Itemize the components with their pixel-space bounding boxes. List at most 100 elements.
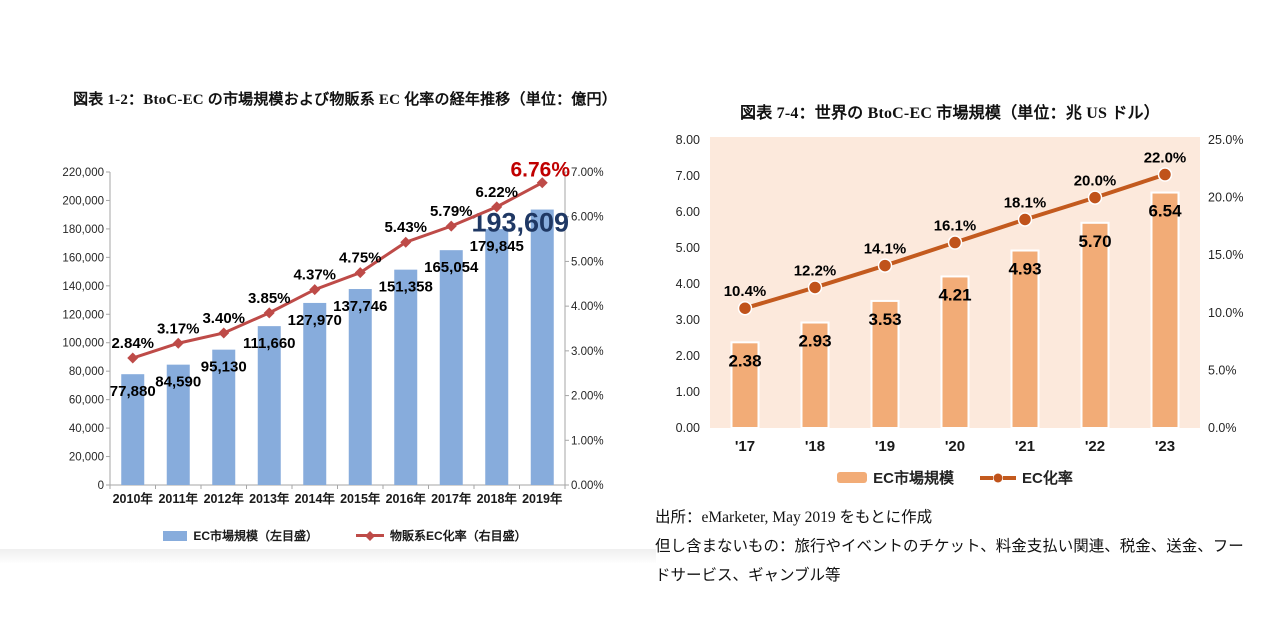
bar <box>530 209 554 486</box>
line-percent-label: 4.75% <box>339 250 382 267</box>
right-axis-tick-label: 25.0% <box>1208 133 1243 147</box>
category-label: 2010年 <box>113 491 154 506</box>
bar <box>1010 249 1040 429</box>
bar-swatch <box>163 530 188 541</box>
line-marker <box>807 280 823 295</box>
left-axis-tick-label: 20,000 <box>69 452 104 464</box>
line-percent-label: 12.2% <box>794 262 837 279</box>
line-percent-label: 4.37% <box>293 267 336 284</box>
line-marker <box>737 300 753 316</box>
right-axis-tick-label: 6.00% <box>571 212 604 224</box>
legend-label: EC市場規模 <box>873 470 954 487</box>
bar-swatch <box>837 472 868 483</box>
left-axis-tick-label: 2.00 <box>676 349 700 363</box>
line-percent-label: 5.43% <box>384 219 427 236</box>
bar <box>1080 221 1110 429</box>
bar <box>121 374 145 485</box>
left-axis-tick-label: 160,000 <box>62 252 104 264</box>
line-marker <box>947 235 963 250</box>
highlight-percent-label: 6.76% <box>510 159 570 182</box>
line-percent-label: 20.0% <box>1074 173 1117 190</box>
bar <box>166 364 190 485</box>
left-axis-tick-label: 4.00 <box>676 277 700 291</box>
category-label: '20 <box>945 438 965 455</box>
left-axis-tick-label: 6.00 <box>676 205 700 219</box>
bar-value-label: 2.93 <box>798 332 831 351</box>
category-label: 2014年 <box>295 491 336 506</box>
bar <box>485 229 509 485</box>
right-axis-tick-label: 0.00% <box>571 480 604 492</box>
bar-value-label: 137,746 <box>333 298 387 315</box>
right-axis-tick-label: 4.00% <box>571 301 604 313</box>
line-marker <box>127 352 139 364</box>
line-marker <box>491 201 503 213</box>
line-percent-label: 2.84% <box>111 335 154 352</box>
left-axis-tick-label: 0 <box>98 480 104 492</box>
left-axis-tick-label: 120,000 <box>62 309 104 321</box>
shadow-band <box>0 549 656 564</box>
right-axis-tick-label: 3.00% <box>571 346 604 358</box>
line-marker <box>309 284 321 296</box>
legend-item-line: EC化率 <box>980 467 1073 488</box>
exclusion-note: 但し含まないもの：旅行やイベントのチケット、料金支払い関連、税金、送金、フードサ… <box>655 538 1244 584</box>
left-axis-tick-label: 60,000 <box>69 395 104 407</box>
line-percent-label: 3.85% <box>248 290 291 307</box>
legend-item-bar: EC市場規模（左目盛） <box>163 527 318 544</box>
line-marker <box>877 258 893 273</box>
line-percent-label: 3.40% <box>202 310 245 327</box>
left-axis-tick-label: 0.00 <box>676 421 700 435</box>
bar-value-label: 5.70 <box>1078 232 1111 251</box>
line-marker <box>1017 212 1033 227</box>
bar <box>439 250 463 485</box>
chart-title-domestic: 図表 1-2：BtoC-EC の市場規模および物販系 EC 化率の経年推移（単位… <box>73 92 617 108</box>
left-axis-tick-label: 140,000 <box>62 281 104 293</box>
category-label: '21 <box>1015 438 1035 455</box>
left-axis-tick-label: 200,000 <box>62 195 104 207</box>
source-note: 出所：eMarketer, May 2019 をもとに作成 <box>655 509 933 526</box>
line-marker <box>218 327 230 339</box>
left-axis-tick-label: 8.00 <box>676 133 700 147</box>
right-axis-tick-label: 2.00% <box>571 391 604 403</box>
left-axis-tick-label: 40,000 <box>69 423 104 435</box>
left-axis-tick-label: 3.00 <box>676 313 700 327</box>
category-label: 2012年 <box>204 491 245 506</box>
bar-value-label: 4.93 <box>1008 260 1041 279</box>
legend-domestic: EC市場規模（左目盛） 物販系EC化率（右目盛） <box>40 527 650 544</box>
line-percent-label: 22.0% <box>1144 150 1187 167</box>
bar-value-label: 127,970 <box>288 312 342 329</box>
bar-value-label: 84,590 <box>155 374 201 391</box>
chart-title-global: 図表 7-4：世界の BtoC-EC 市場規模（単位：兆 US ドル） <box>740 105 1160 122</box>
bar <box>394 269 418 485</box>
line-percent-label: 6.22% <box>475 184 518 201</box>
category-label: 2017年 <box>431 491 472 506</box>
line-marker <box>263 307 275 319</box>
bar <box>212 349 236 485</box>
bar-value-label: 6.54 <box>1148 202 1182 221</box>
category-label: '18 <box>805 438 825 455</box>
line-percent-label: 18.1% <box>1004 194 1047 211</box>
line-marker <box>172 337 184 349</box>
left-axis-tick-label: 5.00 <box>676 241 700 255</box>
bar <box>303 302 327 485</box>
right-axis-tick-label: 1.00% <box>571 435 604 447</box>
bar-value-label: 179,845 <box>470 238 524 255</box>
rate-line <box>132 181 543 360</box>
bar-value-label: 165,054 <box>424 259 479 276</box>
legend-label: EC市場規模（左目盛） <box>193 529 318 543</box>
bar-value-label: 2.38 <box>728 351 761 370</box>
line-percent-label: 16.1% <box>934 218 977 235</box>
legend-global: EC市場規模 EC化率 <box>710 467 1200 488</box>
category-label: 2011年 <box>158 491 198 506</box>
category-label: '22 <box>1085 438 1105 455</box>
bar <box>348 289 372 485</box>
line-percent-label: 10.4% <box>724 283 767 300</box>
bar-value-label: 151,358 <box>379 279 433 296</box>
category-label: 2016年 <box>386 491 427 506</box>
right-axis-tick-label: 15.0% <box>1208 248 1243 262</box>
bar <box>730 341 760 430</box>
left-axis-tick-label: 1.00 <box>676 385 700 399</box>
left-axis-tick-label: 180,000 <box>62 224 104 236</box>
line-marker <box>1157 167 1173 182</box>
bar-value-label: 3.53 <box>868 310 901 329</box>
highlight-value-label: 193,609 <box>471 208 569 238</box>
